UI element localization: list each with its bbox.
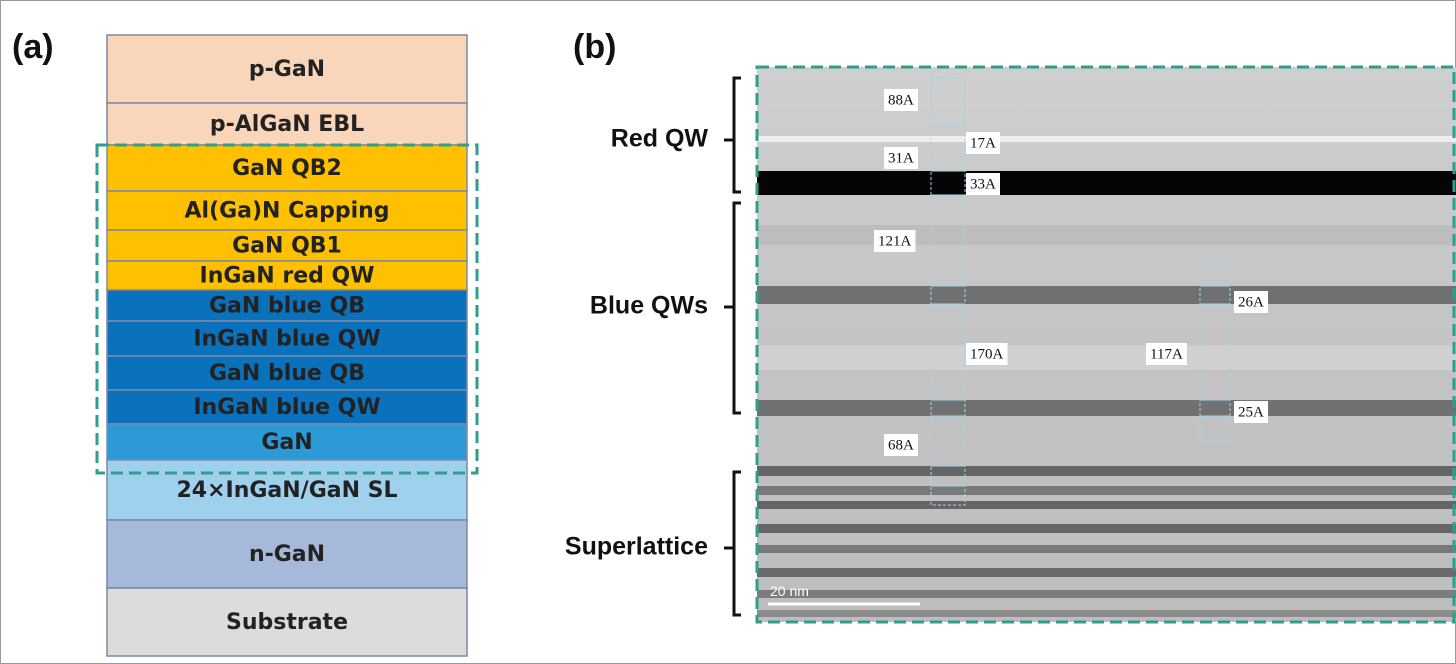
tem-band [757,486,1456,495]
layer-label: InGaN blue QW [193,395,380,420]
tem-band [757,345,1456,370]
tem-band [757,610,1456,617]
region-label: Red QW [611,125,709,153]
measurement: 88A [888,92,914,108]
layer-label: GaN QB1 [232,234,342,259]
layer-label: p-AlGaN EBL [210,112,364,137]
tem-band [757,466,1456,476]
layer-label: p-GaN [249,57,325,82]
scale-bar-label: 20 nm [770,583,809,599]
region-label: Blue QWs [590,292,708,320]
layer-label: InGaN blue QW [193,327,380,352]
layer-label: n-GaN [249,542,325,567]
tem-band [757,225,1456,245]
layer-label: GaN QB2 [232,156,342,181]
tem-band [757,590,1456,598]
tem-image [757,67,1456,622]
layer-label: GaN [261,430,312,455]
tem-band [757,568,1456,577]
tem-band [757,136,1456,142]
tem-band [757,400,1456,416]
measurement: 26A [1238,294,1264,310]
layer-label: 24×InGaN/GaN SL [176,478,397,503]
tem-band [757,545,1456,553]
layer-label: InGaN red QW [200,264,375,289]
region-label: Superlattice [565,533,708,561]
layer-label: Al(Ga)N Capping [184,199,389,224]
measurement: 68A [888,437,914,453]
tem-band [757,524,1456,533]
measurement: 170A [970,346,1004,362]
measurement: 31A [888,150,914,166]
tem-band [757,286,1456,304]
measurement: 33A [970,176,996,192]
figure: (a) (b) p-GaN p-AlGaN EBL GaN QB2 Al(Ga)N C… [0,0,1456,664]
measurement: 121A [878,233,912,249]
layer-label: GaN blue QB [209,294,365,319]
layer-label: GaN blue QB [209,361,365,386]
panel-label: (a) [12,28,54,66]
measurement: 17A [970,135,996,151]
tem-band [757,501,1456,509]
panel-label: (b) [573,28,616,66]
measurement: 25A [1238,404,1264,420]
measurement: 117A [1150,346,1183,362]
layer-label: Substrate [226,610,348,635]
tem-band [757,171,1456,195]
